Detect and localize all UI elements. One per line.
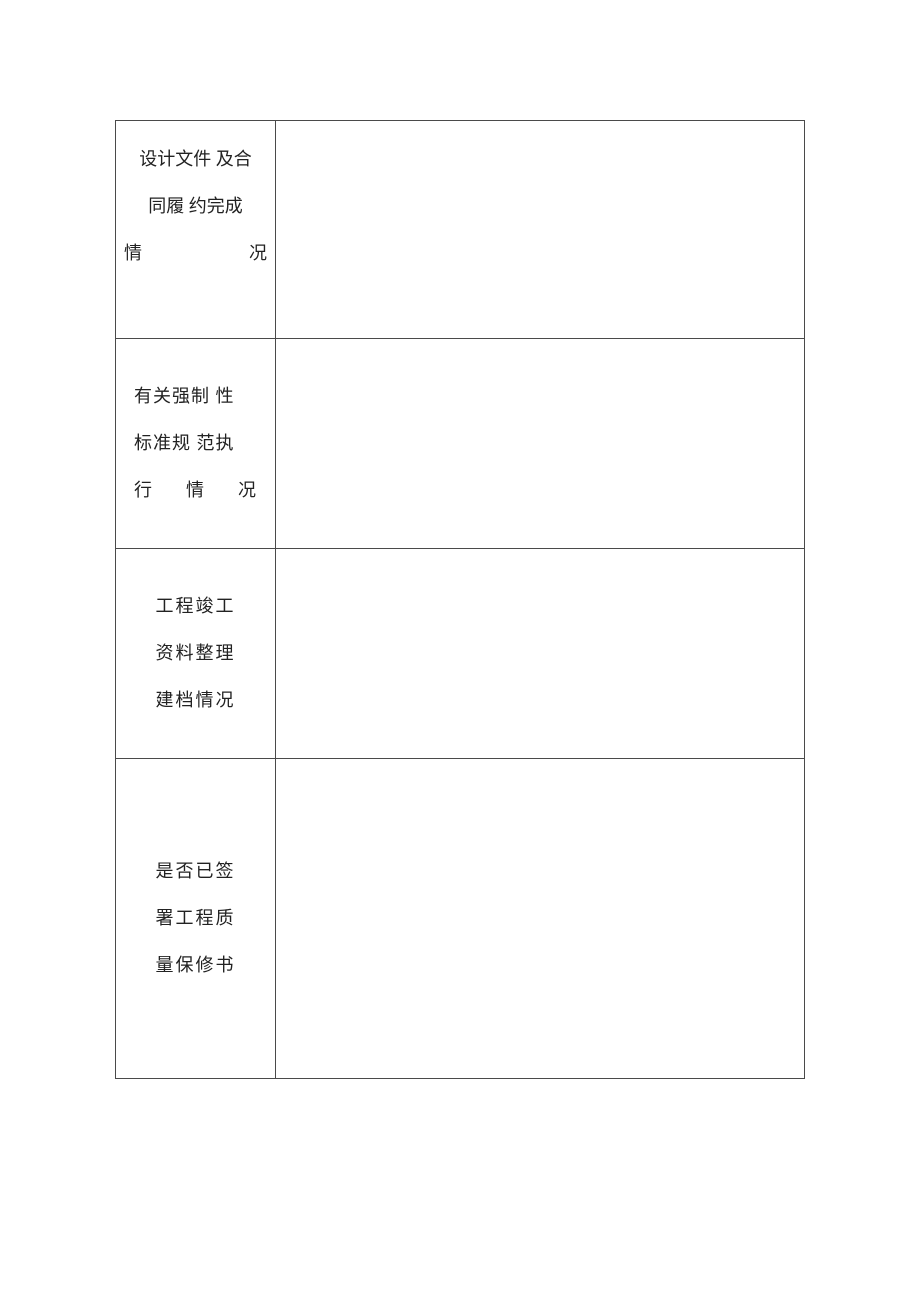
label-line: 标准规 范执 — [134, 420, 257, 467]
label-line: 行 情 况 — [134, 467, 257, 514]
label-line: 工程竣工 — [151, 583, 240, 630]
row-content-warranty — [276, 759, 805, 1079]
label-line: 资料整理 — [151, 630, 240, 677]
label-line: 量保修书 — [151, 942, 240, 989]
row-label-warranty: 是否已签 署工程质 量保修书 — [116, 759, 276, 1079]
form-table: 设计文件 及合 同履 约完成 情 况 有关强制 性 标准规 范执 行 情 况 — [115, 120, 805, 1079]
row-content-archive — [276, 549, 805, 759]
table-row: 是否已签 署工程质 量保修书 — [116, 759, 805, 1079]
label-line: 是否已签 — [151, 848, 240, 895]
row-label-archive: 工程竣工 资料整理 建档情况 — [116, 549, 276, 759]
row-content-design-documents — [276, 121, 805, 339]
row-label-standards: 有关强制 性 标准规 范执 行 情 况 — [116, 339, 276, 549]
row-content-standards — [276, 339, 805, 549]
table-row: 工程竣工 资料整理 建档情况 — [116, 549, 805, 759]
label-line: 署工程质 — [151, 895, 240, 942]
table-row: 有关强制 性 标准规 范执 行 情 况 — [116, 339, 805, 549]
row-label-design-documents: 设计文件 及合 同履 约完成 情 况 — [116, 121, 276, 339]
label-line: 设计文件 及合 — [124, 136, 267, 183]
label-line: 有关强制 性 — [134, 373, 257, 420]
label-line: 同履 约完成 — [124, 183, 267, 230]
label-line: 情 况 — [124, 230, 267, 277]
label-line: 建档情况 — [151, 677, 240, 724]
table-row: 设计文件 及合 同履 约完成 情 况 — [116, 121, 805, 339]
